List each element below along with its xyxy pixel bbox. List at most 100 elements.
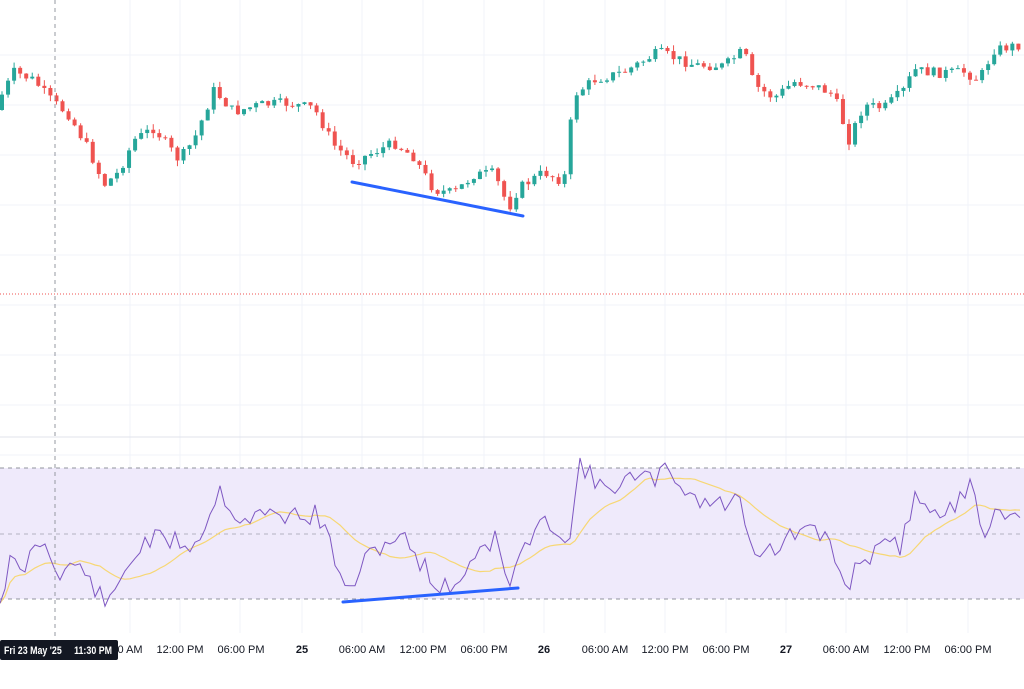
candle[interactable] — [381, 142, 386, 158]
candle[interactable] — [223, 97, 228, 107]
price-candles[interactable] — [0, 41, 1021, 212]
candle[interactable] — [254, 101, 259, 113]
candle[interactable] — [701, 61, 706, 69]
candle[interactable] — [961, 63, 966, 77]
candle[interactable] — [356, 160, 361, 170]
candle[interactable] — [1010, 41, 1015, 56]
candle[interactable] — [459, 184, 464, 190]
candle[interactable] — [762, 83, 767, 97]
candle[interactable] — [726, 56, 730, 67]
candle[interactable] — [308, 102, 313, 110]
candle[interactable] — [816, 85, 821, 91]
candle[interactable] — [659, 44, 664, 50]
candle[interactable] — [435, 189, 440, 196]
candle[interactable] — [48, 85, 53, 102]
candle[interactable] — [90, 139, 95, 165]
candle[interactable] — [695, 59, 700, 66]
candle[interactable] — [786, 80, 791, 90]
candle[interactable] — [405, 148, 410, 153]
candle[interactable] — [496, 167, 501, 186]
candle[interactable] — [84, 132, 89, 144]
candle[interactable] — [363, 155, 367, 171]
candle[interactable] — [114, 168, 119, 183]
candle[interactable] — [54, 92, 59, 105]
candle[interactable] — [102, 173, 107, 188]
candle[interactable] — [556, 173, 561, 186]
time-axis[interactable]: 00 AM 12:00 PM 06:00 PM 25 06:00 AM 12:00 PM 0… — [111, 644, 991, 656]
candle[interactable] — [514, 193, 519, 212]
candle[interactable] — [713, 63, 718, 71]
candle[interactable] — [901, 86, 906, 97]
candle[interactable] — [877, 101, 882, 112]
candle[interactable] — [580, 87, 585, 96]
candle[interactable] — [447, 187, 452, 194]
candle[interactable] — [683, 51, 688, 72]
candle[interactable] — [338, 139, 343, 156]
candle[interactable] — [133, 136, 138, 152]
candle[interactable] — [441, 185, 446, 198]
candle[interactable] — [949, 67, 954, 73]
candle[interactable] — [992, 49, 997, 66]
candle[interactable] — [840, 94, 845, 125]
candle[interactable] — [744, 48, 749, 57]
candle[interactable] — [937, 67, 942, 79]
candle[interactable] — [750, 52, 755, 76]
candle[interactable] — [12, 62, 17, 85]
candle[interactable] — [387, 138, 392, 151]
candle[interactable] — [1004, 43, 1009, 53]
candle[interactable] — [968, 70, 972, 86]
candle[interactable] — [332, 126, 337, 150]
candle[interactable] — [798, 77, 803, 88]
candle[interactable] — [889, 94, 894, 105]
candle[interactable] — [865, 102, 870, 121]
candle[interactable] — [538, 165, 543, 180]
candle[interactable] — [108, 177, 113, 187]
candle[interactable] — [60, 99, 65, 113]
candle[interactable] — [707, 63, 712, 71]
candle[interactable] — [671, 45, 676, 65]
candle[interactable] — [508, 191, 513, 212]
candle[interactable] — [423, 160, 428, 176]
candle[interactable] — [326, 122, 331, 136]
candle[interactable] — [980, 68, 985, 84]
candle[interactable] — [913, 64, 918, 77]
candle[interactable] — [605, 78, 609, 84]
candle[interactable] — [199, 119, 204, 141]
candle[interactable] — [756, 73, 761, 92]
candle[interactable] — [955, 65, 960, 70]
candle[interactable] — [350, 149, 355, 168]
candle[interactable] — [859, 111, 864, 129]
candle[interactable] — [314, 103, 319, 116]
candle[interactable] — [302, 101, 307, 106]
candle[interactable] — [641, 60, 646, 67]
price-divergence-line[interactable] — [350, 180, 525, 218]
rsi-divergence-line[interactable] — [341, 586, 520, 604]
candle[interactable] — [665, 46, 670, 54]
candle[interactable] — [592, 74, 597, 85]
candle[interactable] — [278, 93, 283, 103]
candle[interactable] — [895, 85, 900, 101]
candle[interactable] — [471, 178, 476, 186]
candle[interactable] — [217, 81, 222, 100]
candle[interactable] — [847, 119, 851, 151]
candle[interactable] — [284, 96, 289, 112]
candle[interactable] — [205, 108, 210, 121]
candle[interactable] — [598, 79, 603, 83]
candle[interactable] — [477, 169, 482, 180]
candle[interactable] — [453, 185, 458, 192]
candle[interactable] — [96, 160, 101, 179]
candle[interactable] — [157, 129, 162, 141]
candle[interactable] — [484, 165, 488, 177]
candle[interactable] — [574, 92, 579, 123]
candle[interactable] — [0, 91, 4, 111]
candle[interactable] — [611, 72, 616, 83]
candle[interactable] — [550, 175, 555, 182]
candle[interactable] — [562, 170, 567, 188]
candle[interactable] — [732, 55, 737, 64]
candle[interactable] — [30, 72, 35, 80]
candle[interactable] — [520, 180, 525, 199]
candle[interactable] — [296, 103, 301, 112]
candle[interactable] — [320, 109, 325, 131]
candle[interactable] — [792, 79, 797, 88]
